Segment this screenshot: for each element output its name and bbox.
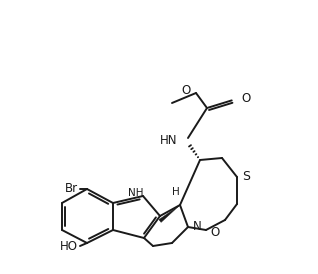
Text: S: S bbox=[242, 170, 250, 184]
Text: HN: HN bbox=[160, 133, 177, 147]
Text: NH: NH bbox=[128, 188, 144, 198]
Polygon shape bbox=[159, 205, 180, 222]
Text: O: O bbox=[210, 226, 219, 238]
Text: H: H bbox=[172, 187, 180, 197]
Text: O: O bbox=[182, 84, 191, 96]
Text: HO: HO bbox=[60, 239, 78, 253]
Text: N: N bbox=[193, 221, 202, 233]
Text: O: O bbox=[241, 92, 250, 104]
Text: Br: Br bbox=[65, 182, 78, 196]
